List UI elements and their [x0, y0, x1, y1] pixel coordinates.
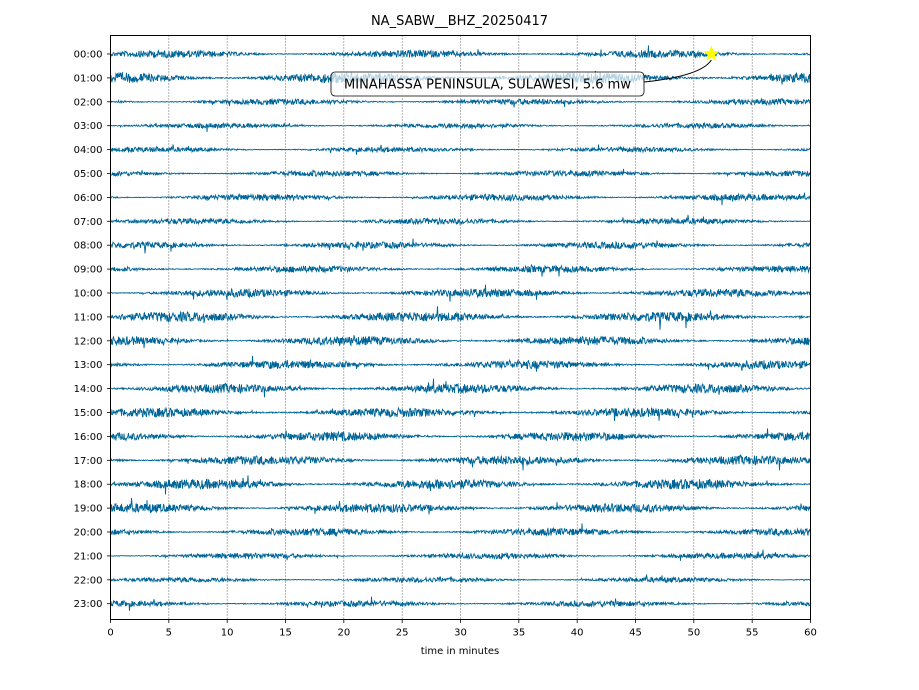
trace-03:00 [110, 121, 811, 133]
y-tick-label: 14:00 [74, 384, 103, 395]
trace-18:00 [110, 475, 811, 495]
y-tick-label: 13:00 [74, 360, 103, 371]
event-label: MINAHASSA PENINSULA, SULAWESI, 5.6 mw [344, 78, 631, 93]
y-tick-label: 19:00 [74, 504, 103, 515]
y-tick-label: 12:00 [74, 336, 103, 347]
trace-15:00 [110, 406, 811, 422]
y-tick-label: 15:00 [74, 408, 103, 419]
trace-19:00 [110, 497, 811, 515]
x-axis: 0 5 10 15 20 25 30 35 40 45 50 55 60 [107, 619, 817, 639]
x-tick-label: 60 [804, 628, 817, 639]
trace-12:00 [110, 335, 811, 349]
y-tick-label: 16:00 [74, 432, 103, 443]
y-axis: 00:00 01:00 02:00 03:00 04:00 05:00 06:00 07:00… [74, 50, 111, 610]
y-tick-label: 22:00 [74, 575, 103, 586]
trace-14:00 [110, 378, 811, 398]
x-tick-label: 25 [396, 628, 409, 639]
chart-title: NA_SABW__BHZ_20250417 [371, 14, 548, 29]
trace-10:00 [110, 284, 811, 302]
trace-11:00 [110, 306, 811, 330]
trace-13:00 [110, 355, 811, 372]
x-tick-label: 55 [746, 628, 759, 639]
event-annotation: MINAHASSA PENINSULA, SULAWESI, 5.6 mw [330, 45, 720, 97]
trace-20:00 [110, 523, 811, 538]
y-tick-label: 08:00 [74, 241, 103, 252]
y-tick-label: 20:00 [74, 528, 103, 539]
trace-23:00 [110, 596, 811, 611]
x-tick-label: 40 [571, 628, 584, 639]
y-tick-label: 11:00 [74, 312, 103, 323]
x-axis-label: time in minutes [421, 646, 500, 657]
grid-lines [168, 35, 753, 620]
x-tick-label: 45 [629, 628, 642, 639]
x-tick-label: 35 [512, 628, 525, 639]
y-tick-label: 05:00 [74, 169, 103, 180]
y-tick-label: 18:00 [74, 480, 103, 491]
x-tick-label: 20 [337, 628, 350, 639]
x-tick-label: 10 [221, 628, 234, 639]
trace-04:00 [110, 144, 811, 155]
y-tick-label: 21:00 [74, 551, 103, 562]
x-tick-label: 5 [166, 628, 172, 639]
trace-08:00 [110, 238, 811, 254]
y-tick-label: 04:00 [74, 145, 103, 156]
x-tick-label: 50 [687, 628, 700, 639]
trace-07:00 [110, 214, 811, 226]
y-tick-label: 03:00 [74, 121, 103, 132]
trace-09:00 [110, 264, 811, 277]
trace-05:00 [110, 168, 811, 178]
trace-21:00 [110, 549, 811, 561]
trace-22:00 [110, 574, 811, 584]
trace-17:00 [110, 454, 811, 471]
trace-02:00 [110, 97, 811, 108]
trace-16:00 [110, 428, 811, 442]
y-tick-label: 02:00 [74, 97, 103, 108]
x-tick-label: 15 [279, 628, 292, 639]
trace-06:00 [110, 192, 811, 206]
y-tick-label: 00:00 [74, 50, 103, 61]
annotation-box [330, 71, 645, 97]
trace-00:00 [110, 45, 811, 59]
seismic-traces [110, 45, 811, 611]
x-tick-label: 30 [454, 628, 467, 639]
y-tick-label: 01:00 [74, 73, 103, 84]
event-star-marker [703, 45, 720, 62]
y-tick-label: 07:00 [74, 217, 103, 228]
annotation-arrow [643, 59, 712, 83]
x-tick-label: 0 [107, 628, 113, 639]
y-tick-label: 17:00 [74, 456, 103, 467]
y-tick-label: 10:00 [74, 289, 103, 300]
y-tick-label: 09:00 [74, 265, 103, 276]
y-tick-label: 06:00 [74, 193, 103, 204]
y-tick-label: 23:00 [74, 599, 103, 610]
